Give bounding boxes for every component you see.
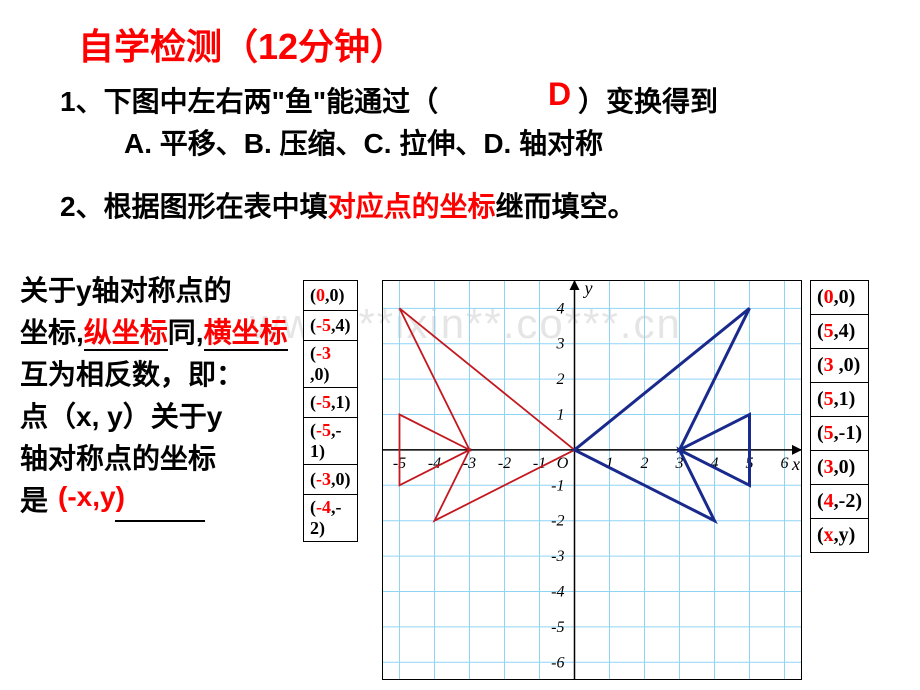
table-row: (-5,-1) — [304, 418, 358, 465]
table-row: (-5,4) — [304, 311, 358, 341]
q2-red: 对应点的坐标 — [328, 191, 496, 222]
table-row: (4,-2) — [811, 485, 869, 519]
explain-l2b: 纵坐标 — [84, 317, 168, 351]
q1-text-part2: ）变换得到 — [578, 80, 718, 120]
table-row: (-3,0) — [304, 465, 358, 495]
svg-text:-2: -2 — [551, 513, 564, 530]
q1-options: A. 平移、B. 压缩、C. 拉伸、D. 轴对称 — [124, 122, 603, 162]
explain-l4: 点（x, y）关于y — [20, 396, 310, 438]
svg-text:-1: -1 — [551, 477, 564, 494]
svg-text:4: 4 — [557, 300, 565, 317]
table-row: (0,0) — [304, 281, 358, 311]
table-row: (-3,0) — [304, 341, 358, 388]
table-row: (5,4) — [811, 315, 869, 349]
table-row: (3,0) — [811, 451, 869, 485]
table-row: (3 ,0) — [811, 349, 869, 383]
svg-text:-6: -6 — [551, 654, 564, 671]
q2-suffix: 继而填空。 — [496, 191, 636, 222]
table-row: (x,y) — [811, 519, 869, 553]
svg-text:2: 2 — [557, 371, 565, 388]
svg-text:3: 3 — [556, 336, 565, 353]
left-coord-table: (0,0) (-5,4) (-3,0) (-5,1) (-5,-1) (-3,0… — [303, 280, 358, 542]
right-coord-table: (0,0) (5,4) (3 ,0) (5,1) (5,-1) (3,0) (4… — [810, 280, 869, 553]
table-row: (-5,1) — [304, 388, 358, 418]
svg-text:-2: -2 — [498, 455, 511, 472]
explain-l1: 关于y轴对称点的 — [20, 275, 232, 306]
svg-text:x: x — [791, 454, 800, 474]
svg-text:-3: -3 — [551, 548, 564, 565]
explain-l6a: 是 — [20, 485, 48, 516]
svg-text:2: 2 — [641, 455, 649, 472]
q1-text-part1: 1、下图中左右两"鱼"能通过（ — [60, 80, 438, 120]
explain-l2a: 坐标, — [20, 317, 84, 348]
page-title: 自学检测（12分钟） — [78, 18, 406, 70]
explain-l6b: (-x,y) — [58, 481, 125, 512]
svg-text:1: 1 — [557, 407, 565, 424]
table-row: (5,-1) — [811, 417, 869, 451]
coordinate-chart: -5-4-3-2-1123456-6-5-4-3-2-11234Oxy — [382, 280, 802, 680]
explain-l2d: 横坐标 — [204, 317, 288, 351]
svg-text:6: 6 — [781, 455, 789, 472]
q2-prefix: 2、根据图形在表中填 — [60, 191, 328, 222]
q1-answer: D — [548, 76, 571, 113]
svg-text:-4: -4 — [551, 584, 564, 601]
svg-text:y: y — [583, 280, 593, 298]
table-row: (-4,-2) — [304, 495, 358, 542]
table-row: (5,1) — [811, 383, 869, 417]
table-row: (0,0) — [811, 281, 869, 315]
explain-l5: 轴对称点的坐标 — [20, 438, 310, 480]
q2-text: 2、根据图形在表中填对应点的坐标继而填空。 — [60, 185, 636, 225]
explain-l3: 互为相反数，即： — [20, 354, 310, 396]
svg-text:-5: -5 — [551, 619, 564, 636]
blank-line — [115, 520, 205, 522]
explain-l2c: 同, — [168, 317, 204, 348]
explanation-block: 关于y轴对称点的 坐标,纵坐标同,横坐标 互为相反数，即： 点（x, y）关于y… — [20, 270, 310, 522]
